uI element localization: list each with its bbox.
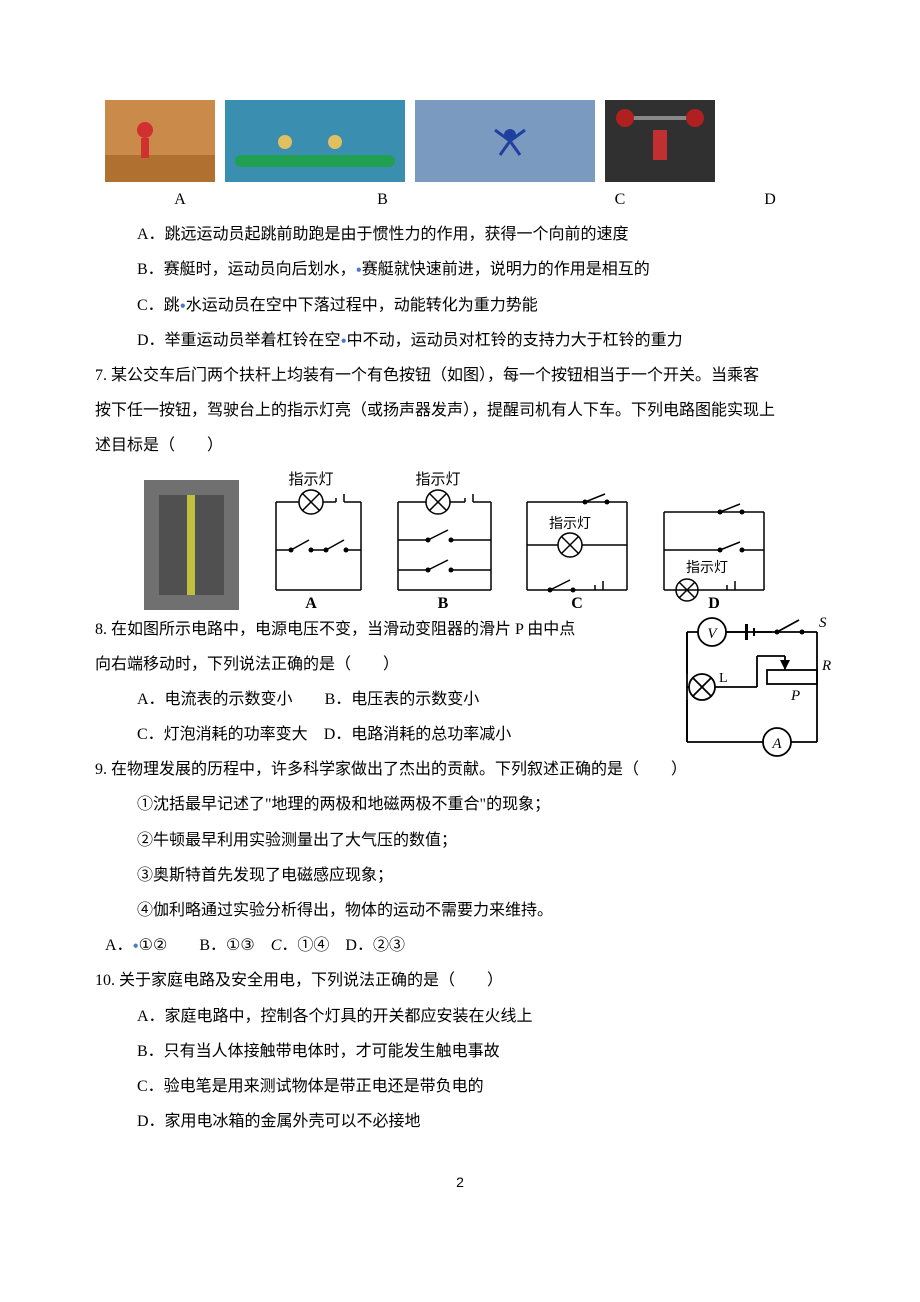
svg-text:L: L	[719, 671, 728, 686]
q8-b: B．电压表的示数变小	[325, 691, 480, 708]
q10-stem: 10. 关于家庭电路及安全用电，下列说法正确的是（ ）	[95, 963, 825, 998]
q8-d: D．电路消耗的总功率减小	[324, 726, 512, 743]
circuit-a: 指示灯 A	[251, 470, 371, 610]
circuit-d: 指示灯 D	[652, 500, 777, 610]
svg-text:指示灯: 指示灯	[415, 471, 460, 488]
q6-c-post: 水运动员在空中下落过程中，动能转化为重力势能	[186, 297, 538, 314]
sport-image-b	[225, 100, 405, 182]
svg-text:C: C	[571, 595, 583, 610]
label-a: A	[105, 182, 255, 217]
svg-text:A: A	[305, 595, 317, 610]
svg-text:P: P	[790, 688, 800, 704]
page-number: 2	[95, 1167, 825, 1198]
q9-a: ①②	[139, 937, 168, 954]
svg-text:指示灯: 指示灯	[686, 560, 728, 576]
q8-block: V S R P L A	[95, 612, 825, 753]
q6-option-d: D．举重运动员举着杠铃在空●中不动，运动员对杠铃的支持力大于杠铃的重力	[95, 323, 825, 358]
q9-a-pre: A．	[105, 937, 133, 954]
svg-text:指示灯: 指示灯	[549, 516, 591, 532]
q10-d: D．家用电冰箱的金属外壳可以不必接地	[95, 1104, 825, 1139]
svg-text:指示灯: 指示灯	[288, 471, 333, 488]
q7-stem-3: 述目标是（ ）	[95, 428, 825, 463]
q7-stem-2: 按下任一按钮，驾驶台上的指示灯亮（或扬声器发声），提醒司机有人下车。下列电路图能…	[95, 393, 825, 428]
q7-diagrams: 指示灯 A 指示灯	[95, 470, 825, 610]
q9-i1: ①沈括最早记述了"地理的两极和地磁两极不重合"的现象；	[95, 787, 825, 822]
circuit-c: 指示灯 C	[515, 490, 640, 610]
svg-text:S: S	[819, 615, 827, 631]
q6-option-c: C．跳●水运动员在空中下落过程中，动能转化为重力势能	[95, 288, 825, 323]
sport-labels-row: A B C D	[105, 182, 825, 217]
q10-a: A．家庭电路中，控制各个灯具的开关都应安装在火线上	[95, 999, 825, 1034]
q9-i4: ④伽利略通过实验分析得出，物体的运动不需要力来维持。	[95, 893, 825, 928]
svg-text:B: B	[437, 595, 448, 610]
q8-circuit-diagram: V S R P L A	[667, 612, 835, 762]
q6-b-post: 赛艇就快速前进，说明力的作用是相互的	[362, 261, 650, 278]
q6-option-b: B．赛艇时，运动员向后划水，●赛艇就快速前进，说明力的作用是相互的	[95, 252, 825, 287]
sport-image-a	[105, 100, 215, 182]
label-d: D	[730, 182, 810, 217]
q10-b: B．只有当人体接触带电体时，才可能发生触电事故	[95, 1034, 825, 1069]
q6-b-pre: B．赛艇时，运动员向后划水，	[137, 261, 356, 278]
sport-image-d	[605, 100, 715, 182]
q9-options: A．●①② B．①③ C．①④ D．②③	[95, 928, 825, 963]
q9-i2: ②牛顿最早利用实验测量出了大气压的数值；	[95, 823, 825, 858]
q6-d-pre: D．举重运动员举着杠铃在空	[137, 332, 341, 349]
label-b: B	[255, 182, 510, 217]
svg-text:R: R	[821, 658, 831, 674]
q9-c-pre: C	[271, 937, 282, 954]
q9-d: D．②③	[345, 937, 405, 954]
q6-option-a: A．跳远运动员起跳前助跑是由于惯性力的作用，获得一个向前的速度	[95, 217, 825, 252]
q9-b: B．①③	[199, 937, 254, 954]
q8-c: C．灯泡消耗的功率变大	[137, 726, 308, 743]
q7-stem-1: 7. 某公交车后门两个扶杆上均装有一个有色按钮（如图），每一个按钮相当于一个开关…	[95, 358, 825, 393]
q6-c-pre: C．跳	[137, 297, 180, 314]
q9-i3: ③奥斯特首先发现了电磁感应现象；	[95, 858, 825, 893]
page: A B C D A．跳远运动员起跳前助跑是由于惯性力的作用，获得一个向前的速度 …	[0, 0, 920, 1238]
q6-d-post: 中不动，运动员对杠铃的支持力大于杠铃的重力	[347, 332, 683, 349]
bus-photo	[144, 480, 239, 610]
q9-c: ．①④	[281, 937, 329, 954]
sport-image-c	[415, 100, 595, 182]
q10-c: C．验电笔是用来测试物体是带正电还是带负电的	[95, 1069, 825, 1104]
label-c: C	[510, 182, 730, 217]
svg-text:A: A	[771, 736, 782, 752]
svg-text:D: D	[708, 595, 720, 610]
circuit-b: 指示灯 B	[383, 470, 503, 610]
q8-a: A．电流表的示数变小	[137, 691, 293, 708]
sport-images-row	[105, 100, 825, 182]
